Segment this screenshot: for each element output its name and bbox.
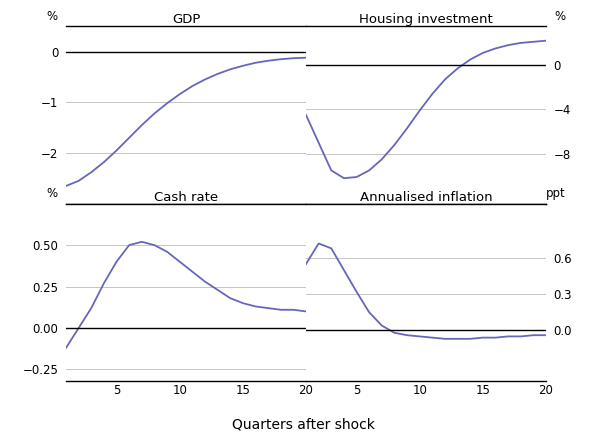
Text: %: %	[47, 10, 58, 23]
Title: GDP: GDP	[172, 13, 200, 26]
Text: %: %	[47, 187, 58, 200]
Title: Housing investment: Housing investment	[359, 13, 493, 26]
Text: %: %	[554, 10, 565, 23]
Text: ppt: ppt	[545, 187, 565, 200]
Title: Cash rate: Cash rate	[154, 191, 218, 204]
Title: Annualised inflation: Annualised inflation	[359, 191, 493, 204]
Text: Quarters after shock: Quarters after shock	[232, 417, 374, 431]
